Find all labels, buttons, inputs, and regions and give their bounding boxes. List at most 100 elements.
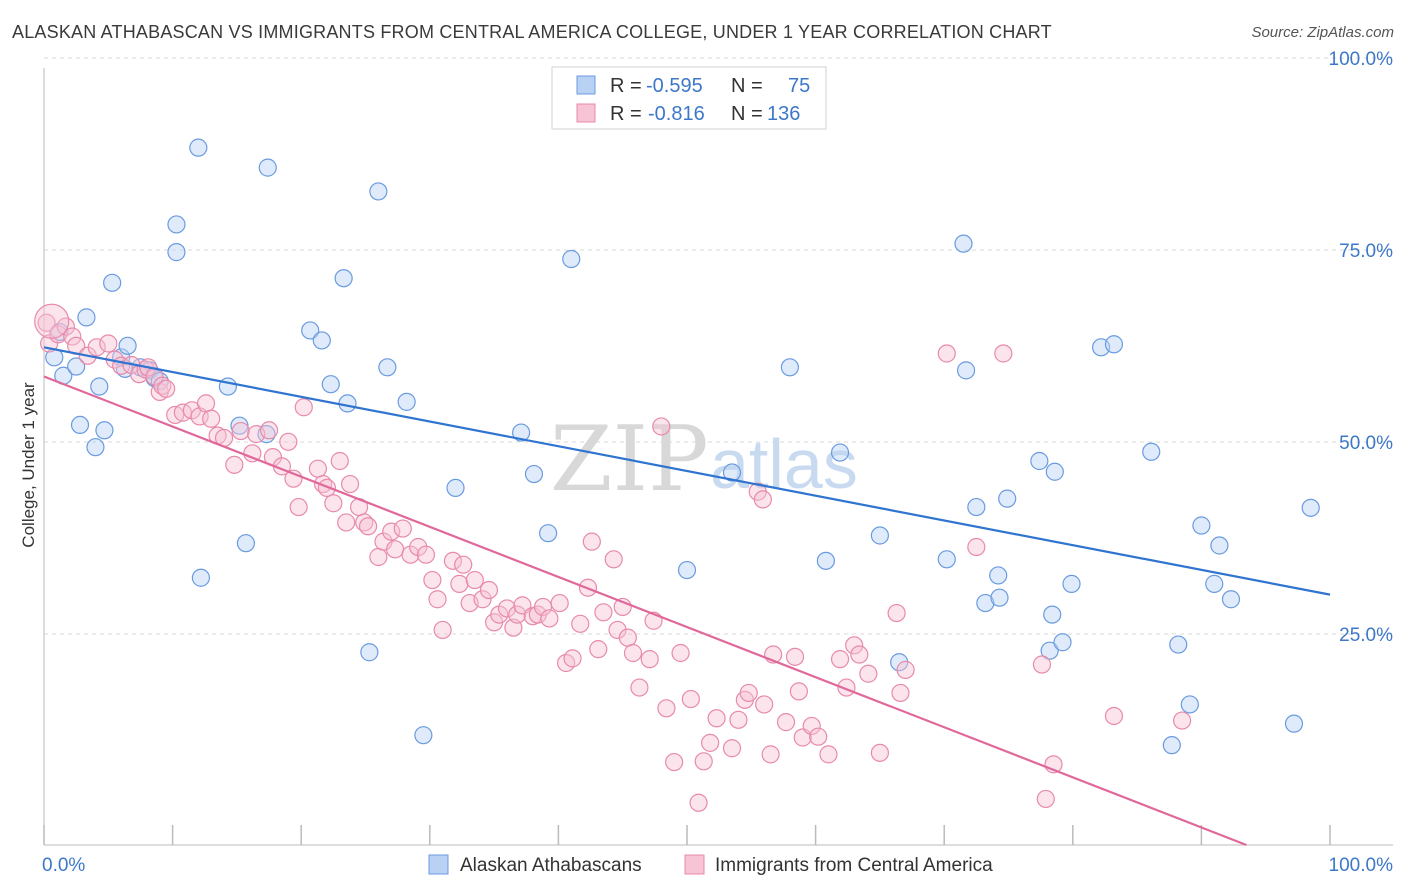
point-blue-51: [956, 361, 976, 380]
point-pink-53: [401, 545, 420, 564]
point-pink-55: [416, 545, 436, 564]
point-pink-123: [887, 603, 906, 623]
chart-title: ALASKAN ATHABASCAN VS IMMIGRANTS FROM CE…: [12, 22, 1052, 42]
point-blue-19: [167, 243, 186, 262]
point-pink-58: [433, 620, 452, 640]
bottom-legend-label-2: Immigrants from Central America: [715, 855, 993, 876]
legend-r-value-1: -0.595: [646, 75, 703, 97]
point-pink-50: [382, 522, 401, 541]
point-pink-82: [589, 640, 608, 659]
point-blue-30: [338, 394, 357, 413]
point-blue-32: [369, 182, 388, 201]
point-pink-68: [497, 599, 517, 618]
point-blue-34: [397, 392, 416, 411]
point-blue-60: [1053, 633, 1072, 652]
point-blue-23: [236, 534, 256, 553]
chart-source: Source: ZipAtlas.com: [1251, 24, 1394, 41]
data-points: [34, 138, 1320, 812]
point-pink-7: [87, 338, 106, 357]
point-pink-81: [582, 532, 601, 551]
point-pink-75: [540, 609, 559, 628]
trend-line-blue: [43, 346, 1331, 596]
x-tick-label-1: 100.0%: [1329, 855, 1394, 876]
point-blue-38: [524, 464, 544, 484]
point-blue-57: [1040, 641, 1059, 660]
point-pink-89: [630, 678, 649, 697]
point-blue-71: [1221, 590, 1241, 609]
point-pink-126: [937, 344, 956, 363]
point-pink-127: [967, 537, 986, 557]
axes: [43, 68, 1393, 846]
legend-r-label-2: R =: [610, 103, 642, 125]
point-blue-73: [1301, 498, 1320, 517]
point-blue-68: [1192, 516, 1211, 535]
point-pink-128: [994, 344, 1013, 363]
point-blue-56: [1030, 451, 1049, 471]
point-pink-110: [776, 713, 796, 732]
point-pink-large: [34, 303, 70, 339]
point-blue-46: [870, 526, 890, 545]
point-blue-72: [1284, 714, 1304, 733]
point-blue-53: [989, 566, 1008, 585]
x-tick-label-0: 0.0%: [42, 855, 85, 876]
legend-n-label-1: N =: [731, 75, 763, 97]
point-pink-124: [891, 683, 910, 703]
point-pink-132: [1104, 706, 1124, 726]
point-pink-4: [63, 327, 82, 346]
point-pink-107: [755, 695, 774, 714]
point-blue-70: [1210, 536, 1229, 555]
point-pink-106: [753, 490, 772, 509]
legend-box: [551, 66, 827, 130]
point-pink-102: [729, 710, 748, 729]
point-pink-111: [785, 647, 805, 666]
point-pink-24: [202, 409, 221, 428]
point-pink-38: [308, 459, 328, 478]
point-blue-65: [1162, 736, 1181, 755]
point-blue-35: [414, 726, 433, 745]
legend-r-label-1: R =: [610, 75, 642, 97]
point-pink-8: [99, 334, 118, 353]
point-pink-61: [454, 555, 473, 574]
point-pink-101: [722, 739, 742, 758]
point-blue-6: [70, 415, 90, 435]
point-pink-0: [37, 313, 56, 332]
legend-swatch-blue: [576, 75, 596, 95]
legend-n-label-2: N =: [731, 103, 763, 125]
bottom-legend-swatch-pink: [684, 854, 705, 875]
point-pink-96: [681, 689, 700, 709]
point-blue-36: [446, 478, 465, 497]
point-pink-88: [623, 643, 643, 663]
point-pink-27: [225, 455, 244, 474]
point-pink-129: [1032, 655, 1052, 674]
point-pink-133: [1173, 711, 1192, 730]
point-blue-48: [937, 550, 956, 569]
point-pink-3: [56, 317, 75, 336]
point-pink-59: [443, 551, 463, 570]
point-pink-60: [450, 574, 469, 593]
point-pink-44: [340, 474, 360, 494]
point-pink-98: [694, 752, 713, 771]
point-pink-90: [640, 650, 659, 669]
point-pink-99: [701, 733, 720, 752]
point-pink-121: [859, 664, 878, 683]
y-tick-label-3: 25.0%: [1339, 625, 1393, 646]
y-axis-label: College, Under 1 year: [19, 382, 38, 548]
point-blue-66: [1169, 635, 1188, 654]
point-pink-117: [830, 650, 850, 669]
point-pink-112: [789, 682, 808, 701]
point-pink-87: [618, 628, 637, 647]
point-pink-23: [196, 394, 216, 413]
bottom-legend-swatch-blue: [428, 854, 449, 875]
point-blue-42: [722, 463, 742, 482]
trend-lines: [43, 346, 1331, 847]
point-pink-83: [594, 603, 613, 622]
point-blue-40: [562, 249, 581, 269]
point-blue-25: [258, 158, 277, 177]
point-pink-42: [330, 451, 349, 471]
point-pink-65: [479, 580, 499, 600]
point-blue-61: [1062, 574, 1081, 593]
point-pink-47: [358, 517, 378, 536]
point-pink-34: [279, 432, 298, 451]
point-pink-93: [657, 699, 676, 718]
